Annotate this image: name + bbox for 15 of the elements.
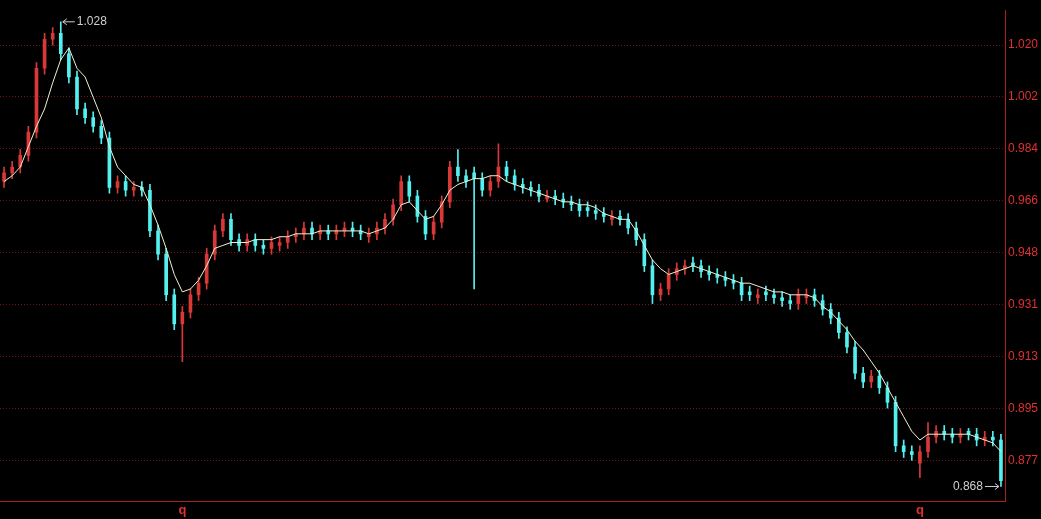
y-tick-label: 0.966 — [1008, 193, 1039, 208]
y-tick-label: 0.948 — [1008, 245, 1039, 260]
x-tick-label: q — [915, 502, 924, 518]
candlestick — [747, 285, 752, 301]
y-tick-label: 0.984 — [1008, 141, 1039, 156]
annotation: 0.868 — [952, 478, 984, 493]
y-tick-label: 1.002 — [1008, 89, 1039, 104]
x-tick-label: q — [178, 502, 187, 518]
candlestick — [909, 445, 914, 461]
y-tick-label: 0.895 — [1008, 400, 1039, 415]
annotation: 1.028 — [76, 14, 108, 29]
y-tick-label: 1.020 — [1008, 37, 1039, 52]
y-tick-label: 0.877 — [1008, 452, 1039, 467]
y-tick-label: 0.913 — [1008, 348, 1039, 363]
y-tick-label: 0.931 — [1008, 296, 1039, 311]
